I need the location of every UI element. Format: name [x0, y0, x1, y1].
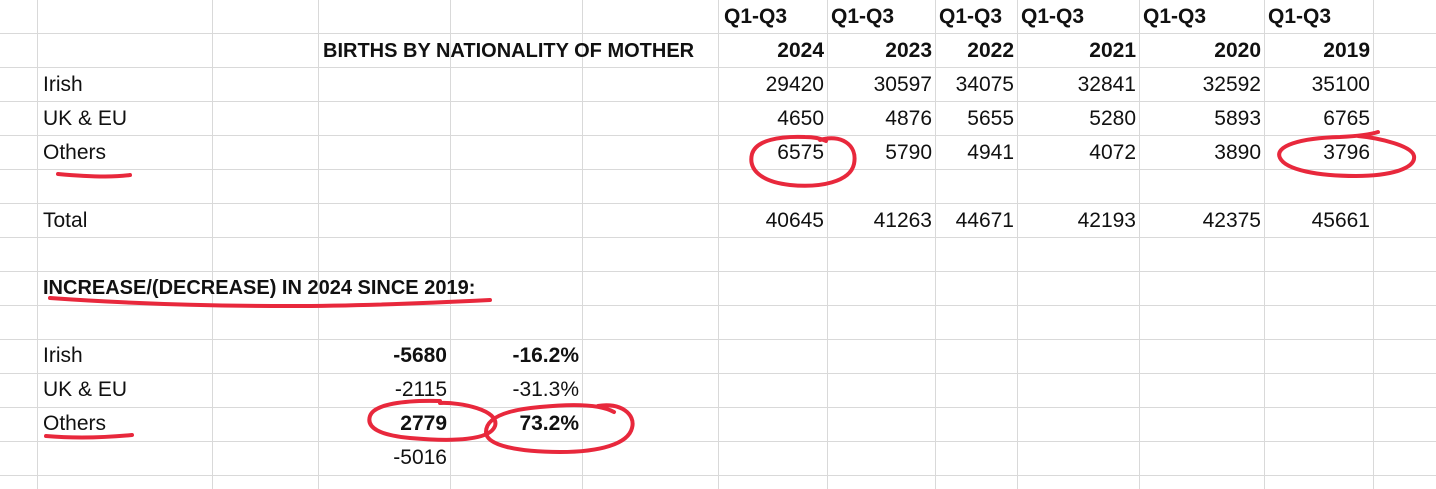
- column-border: [37, 0, 38, 489]
- header-period-2019[interactable]: Q1-Q3: [1268, 5, 1332, 28]
- column-border: [935, 0, 936, 489]
- change-abs-others[interactable]: 2779: [400, 412, 447, 435]
- row-border: [0, 203, 1436, 204]
- change-pct-irish[interactable]: -16.2%: [512, 344, 579, 367]
- cell-total-2019[interactable]: 45661: [1311, 209, 1370, 232]
- header-year-2020[interactable]: 2020: [1214, 39, 1261, 62]
- row-border: [0, 305, 1436, 306]
- cell-others-2020[interactable]: 3890: [1214, 141, 1261, 164]
- underline-others-top: [56, 172, 132, 179]
- change-abs-total[interactable]: -5016: [393, 446, 447, 469]
- row-border: [0, 237, 1436, 238]
- cell-uk-eu-2020[interactable]: 5893: [1214, 107, 1261, 130]
- row-border: [0, 33, 1436, 34]
- column-border: [1264, 0, 1265, 489]
- header-year-2019[interactable]: 2019: [1323, 39, 1370, 62]
- column-border: [318, 0, 319, 489]
- row-label-irish[interactable]: Irish: [43, 73, 83, 96]
- column-border: [582, 0, 583, 489]
- header-period-2024[interactable]: Q1-Q3: [724, 5, 788, 28]
- cell-uk-eu-2019[interactable]: 6765: [1323, 107, 1370, 130]
- cell-others-2023[interactable]: 5790: [885, 141, 932, 164]
- cell-total-2021[interactable]: 42193: [1077, 209, 1136, 232]
- header-period-2023[interactable]: Q1-Q3: [831, 5, 895, 28]
- cell-irish-2022[interactable]: 34075: [955, 73, 1014, 96]
- cell-irish-2024[interactable]: 29420: [765, 73, 824, 96]
- column-border: [1373, 0, 1374, 489]
- change-abs-uk-eu[interactable]: -2115: [394, 378, 447, 401]
- column-border: [1139, 0, 1140, 489]
- row-border: [0, 101, 1436, 102]
- header-year-2024[interactable]: 2024: [777, 39, 824, 62]
- row-border: [0, 475, 1436, 476]
- header-period-2020[interactable]: Q1-Q3: [1143, 5, 1207, 28]
- row-border: [0, 407, 1436, 408]
- change-label-irish[interactable]: Irish: [43, 344, 83, 367]
- column-border: [212, 0, 213, 489]
- cell-total-2020[interactable]: 42375: [1202, 209, 1261, 232]
- column-border: [450, 0, 451, 489]
- cell-others-2024[interactable]: 6575: [777, 141, 824, 164]
- cell-others-2021[interactable]: 4072: [1089, 141, 1136, 164]
- change-label-others[interactable]: Others: [43, 412, 107, 435]
- change-pct-others[interactable]: 73.2%: [519, 412, 579, 435]
- cell-uk-eu-2021[interactable]: 5280: [1089, 107, 1136, 130]
- cell-total-2022[interactable]: 44671: [955, 209, 1014, 232]
- column-border: [1017, 0, 1018, 489]
- cell-irish-2020[interactable]: 32592: [1202, 73, 1261, 96]
- change-label-uk-eu[interactable]: UK & EU: [43, 378, 128, 401]
- column-border: [827, 0, 828, 489]
- change-abs-irish[interactable]: -5680: [393, 344, 447, 367]
- cell-irish-2023[interactable]: 30597: [873, 73, 932, 96]
- row-border: [0, 135, 1436, 136]
- cell-uk-eu-2024[interactable]: 4650: [777, 107, 824, 130]
- row-border: [0, 373, 1436, 374]
- cell-uk-eu-2023[interactable]: 4876: [885, 107, 932, 130]
- row-border: [0, 339, 1436, 340]
- cell-irish-2021[interactable]: 32841: [1077, 73, 1136, 96]
- header-period-2021[interactable]: Q1-Q3: [1021, 5, 1085, 28]
- row-label-others[interactable]: Others: [43, 141, 107, 164]
- cell-others-2022[interactable]: 4941: [967, 141, 1014, 164]
- header-period-2022[interactable]: Q1-Q3: [939, 5, 1003, 28]
- row-label-uk-eu[interactable]: UK & EU: [43, 107, 128, 130]
- table-title[interactable]: BIRTHS BY NATIONALITY OF MOTHER: [323, 40, 695, 62]
- cell-others-2019[interactable]: 3796: [1323, 141, 1370, 164]
- cell-uk-eu-2022[interactable]: 5655: [967, 107, 1014, 130]
- cell-total-2024[interactable]: 40645: [765, 209, 824, 232]
- row-border: [0, 441, 1436, 442]
- header-year-2023[interactable]: 2023: [885, 39, 932, 62]
- change-heading[interactable]: INCREASE/(DECREASE) IN 2024 SINCE 2019:: [43, 277, 476, 299]
- column-border: [718, 0, 719, 489]
- row-border: [0, 271, 1436, 272]
- row-label-total[interactable]: Total: [43, 209, 88, 232]
- cell-irish-2019[interactable]: 35100: [1311, 73, 1370, 96]
- header-year-2022[interactable]: 2022: [967, 39, 1014, 62]
- row-border: [0, 67, 1436, 68]
- row-border: [0, 169, 1436, 170]
- cell-total-2023[interactable]: 41263: [873, 209, 932, 232]
- header-year-2021[interactable]: 2021: [1089, 39, 1136, 62]
- change-pct-uk-eu[interactable]: -31.3%: [512, 378, 579, 401]
